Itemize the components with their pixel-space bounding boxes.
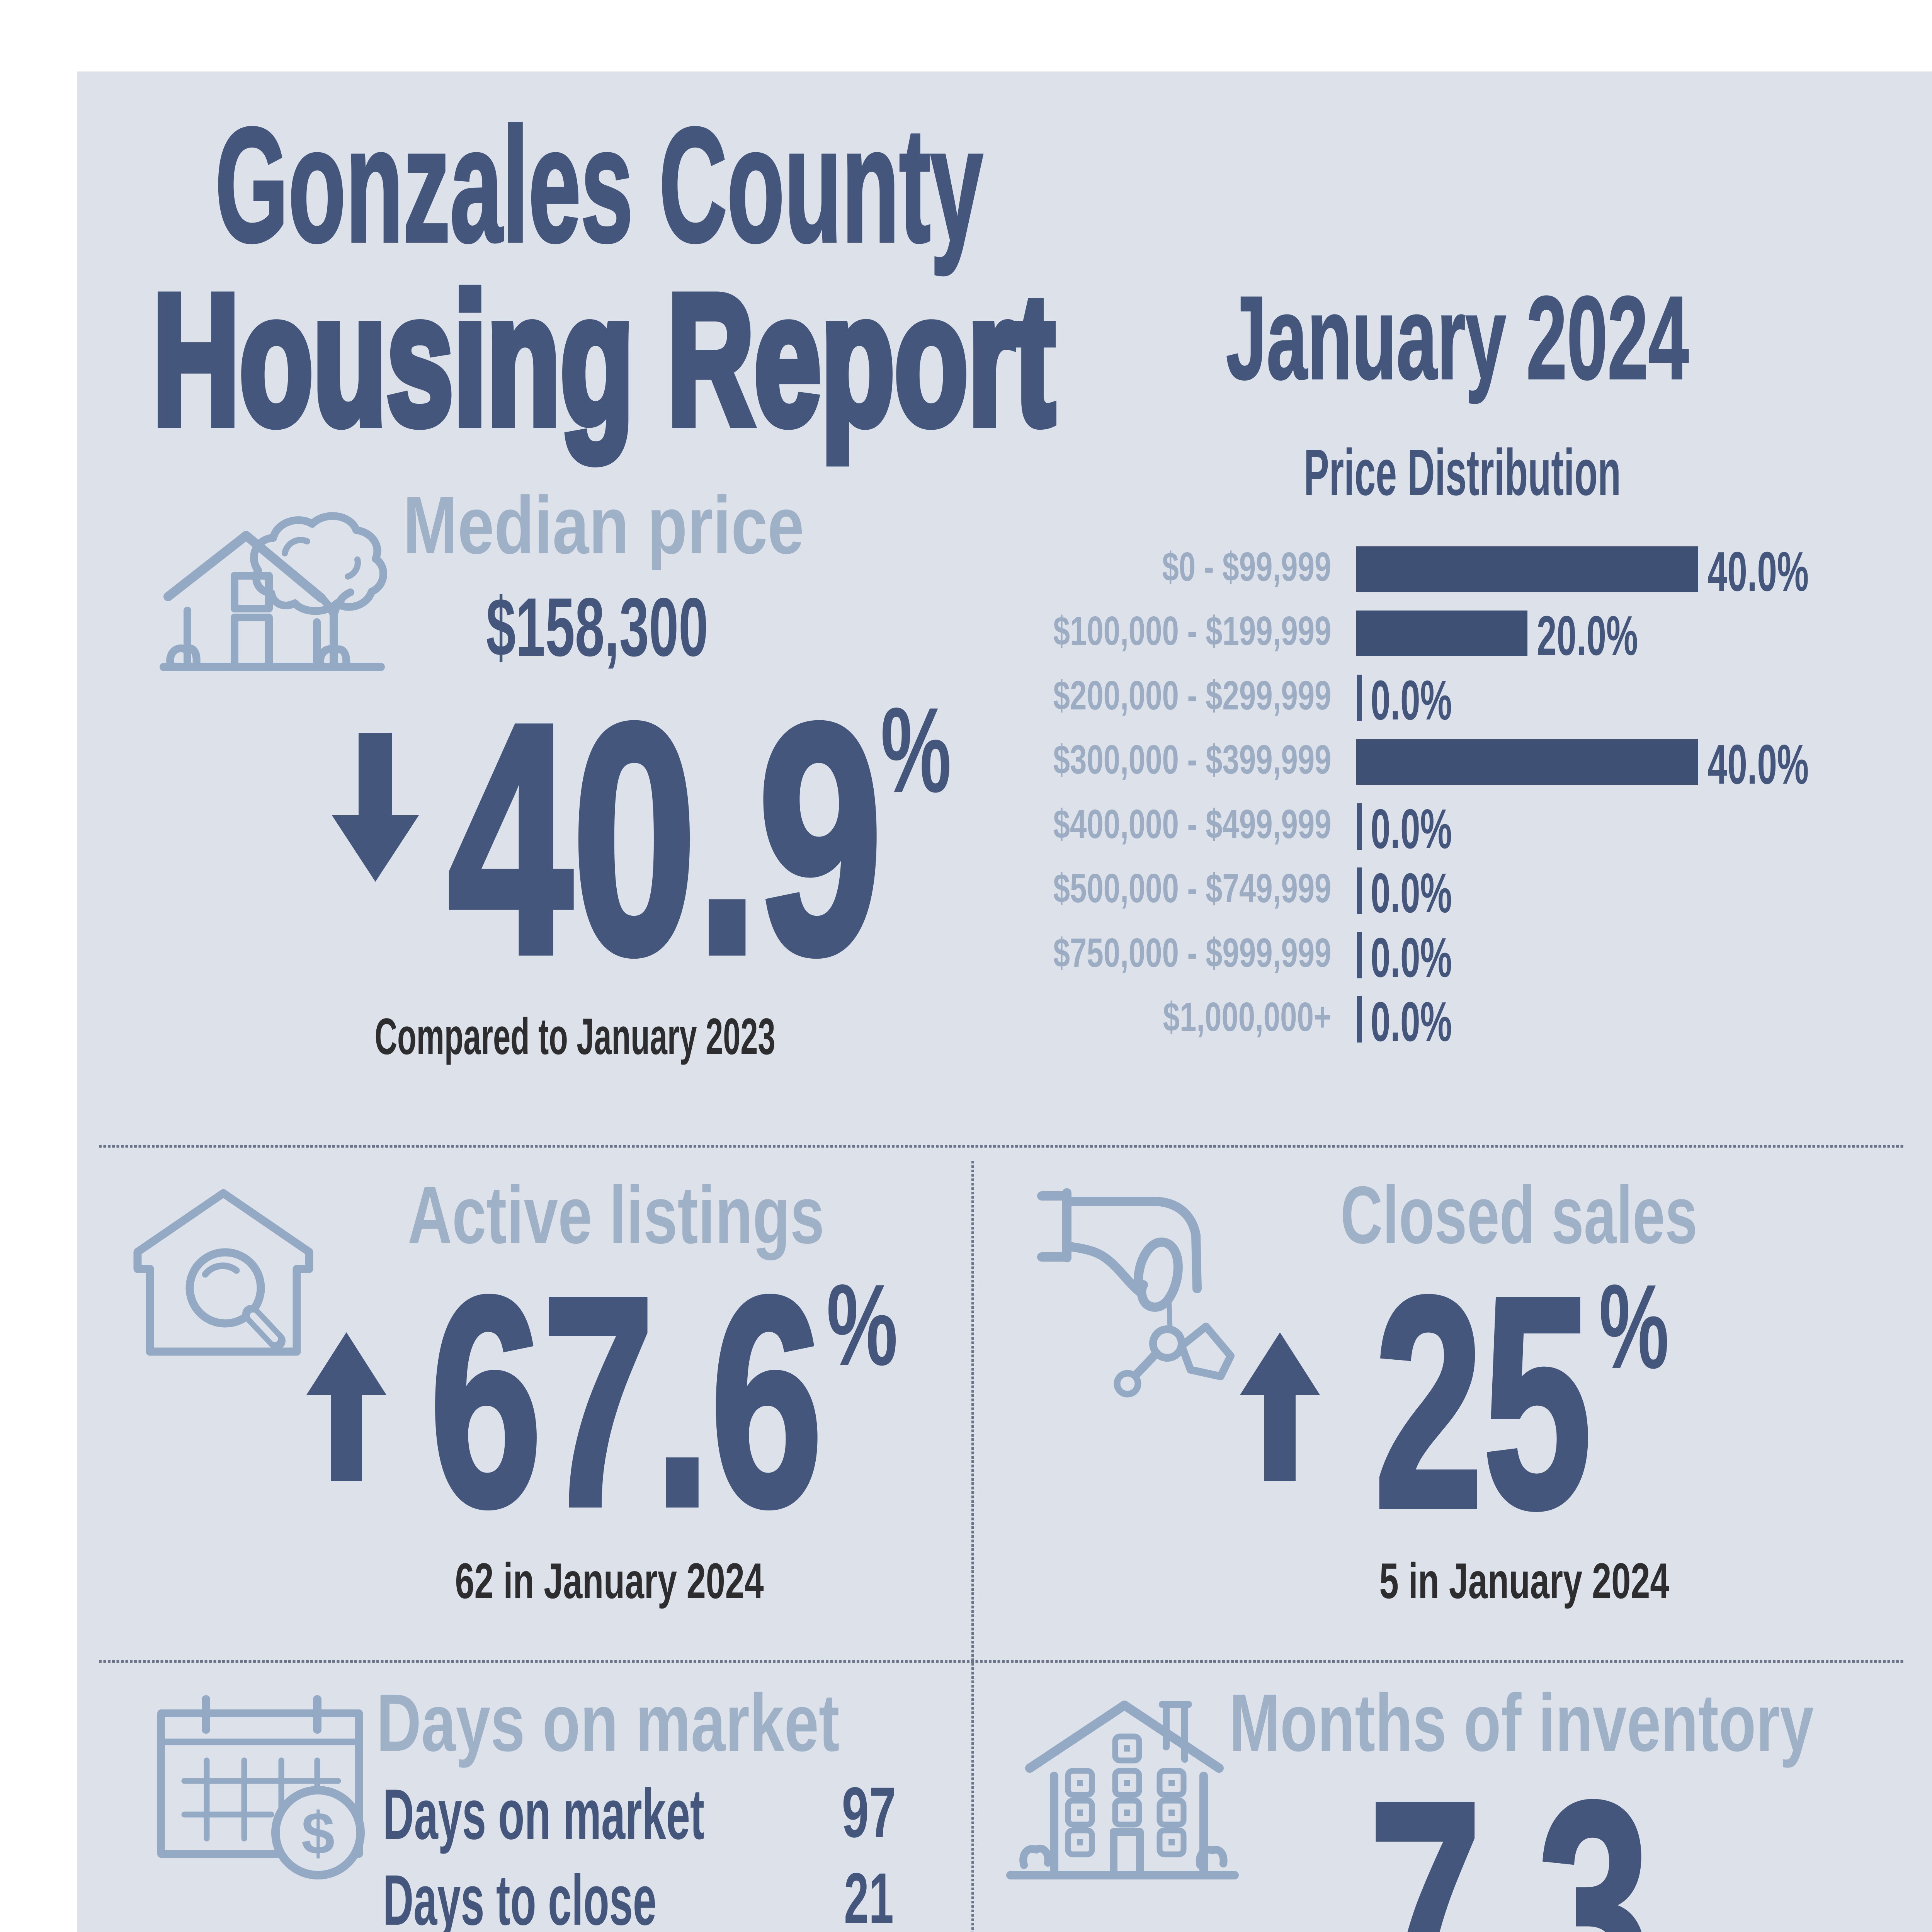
svg-text:$: $	[301, 1800, 335, 1867]
